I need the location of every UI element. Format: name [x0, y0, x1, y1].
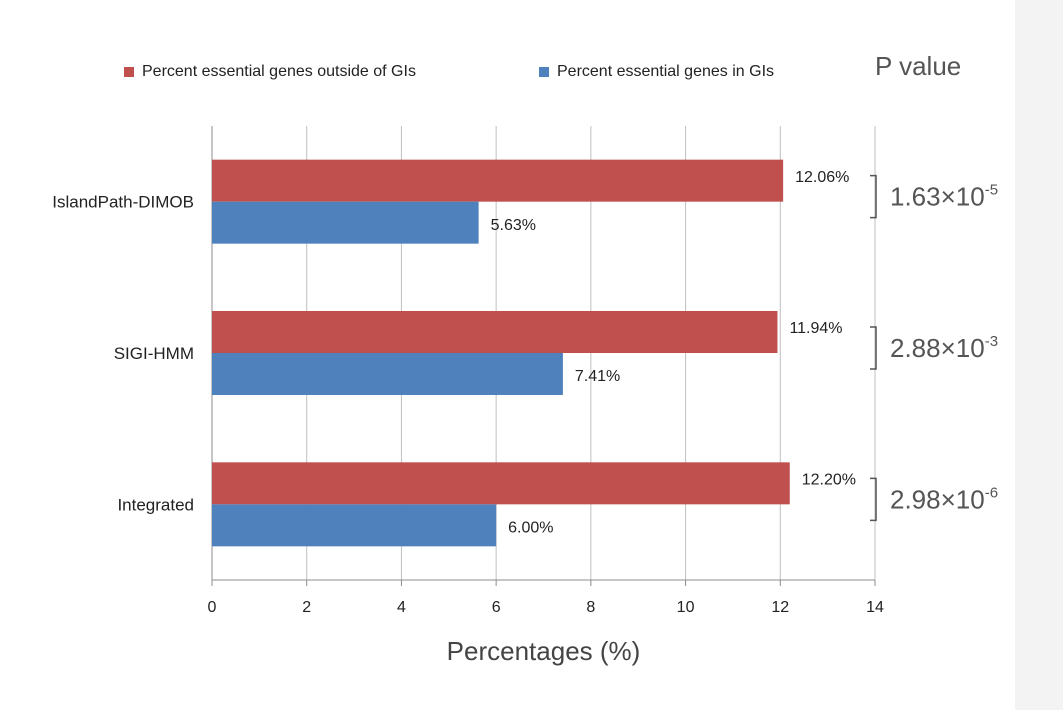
p-value-islandpath-dimob: 1.63×10-5	[890, 182, 998, 212]
p-value-integrated: 2.98×10-6	[890, 484, 998, 514]
x-tick-label-7: 14	[866, 599, 884, 616]
bar-in-gis-sigi-hmm	[212, 353, 563, 395]
x-tick-label-2: 4	[397, 599, 406, 616]
legend-item-outside-gis: Percent essential genes outside of GIs	[124, 63, 416, 81]
data-label-outside-gis-sigi-hmm: 11.94%	[789, 320, 842, 337]
p-value-mantissa: 2.98×10	[890, 484, 985, 514]
legend-swatch-in-gis	[539, 67, 549, 77]
x-tick-label-0: 0	[208, 599, 217, 616]
bar-outside-gis-islandpath-dimob	[212, 159, 784, 202]
legend-label-outside-gis: Percent essential genes outside of GIs	[142, 63, 416, 80]
bar-in-gis-islandpath-dimob	[212, 201, 479, 244]
x-tick-label-3: 6	[492, 599, 501, 616]
p-value-exponent: -6	[985, 484, 998, 501]
p-value-exponent: -5	[985, 182, 998, 199]
bar-outside-gis-integrated	[212, 462, 790, 505]
right-margin-band	[1015, 0, 1063, 710]
p-value-sigi-hmm: 2.88×10-3	[890, 333, 998, 363]
x-tick-label-1: 2	[302, 599, 311, 616]
data-label-outside-gis-integrated: 12.20%	[802, 472, 856, 489]
y-tick-label-integrated: Integrated	[117, 495, 194, 514]
data-label-outside-gis-islandpath-dimob: 12.06%	[795, 169, 849, 186]
data-label-in-gis-islandpath-dimob: 5.63%	[491, 217, 536, 234]
p-value-exponent: -3	[985, 333, 998, 350]
data-label-in-gis-integrated: 6.00%	[508, 520, 553, 537]
legend-label-in-gis: Percent essential genes in GIs	[557, 63, 775, 80]
bar-outside-gis-sigi-hmm	[212, 311, 778, 353]
p-value-bracket-islandpath-dimob	[870, 174, 877, 219]
legend-item-in-gis: Percent essential genes in GIs	[539, 63, 774, 81]
bar-in-gis-integrated	[212, 504, 497, 547]
x-tick-label-4: 8	[586, 599, 595, 616]
p-value-bracket-sigi-hmm	[870, 326, 877, 370]
bar-chart: 0 2 4 6 8 10 12 14 Percentages (%) IslandPath-DIM…	[52, 126, 998, 666]
p-value-title: P value	[875, 51, 962, 81]
x-axis-title: Percentages (%)	[447, 636, 641, 666]
p-value-mantissa: 2.88×10	[890, 333, 985, 363]
x-tick-label-6: 12	[771, 599, 789, 616]
x-tick-label-5: 10	[677, 599, 695, 616]
p-value-bracket-integrated	[870, 477, 877, 522]
y-tick-label-islandpath-dimob: IslandPath-DIMOB	[52, 193, 194, 212]
p-value-mantissa: 1.63×10	[890, 182, 985, 212]
data-label-in-gis-sigi-hmm: 7.41%	[575, 368, 620, 385]
legend-swatch-outside-gis	[124, 67, 134, 77]
y-tick-label-sigi-hmm: SIGI-HMM	[114, 344, 194, 363]
